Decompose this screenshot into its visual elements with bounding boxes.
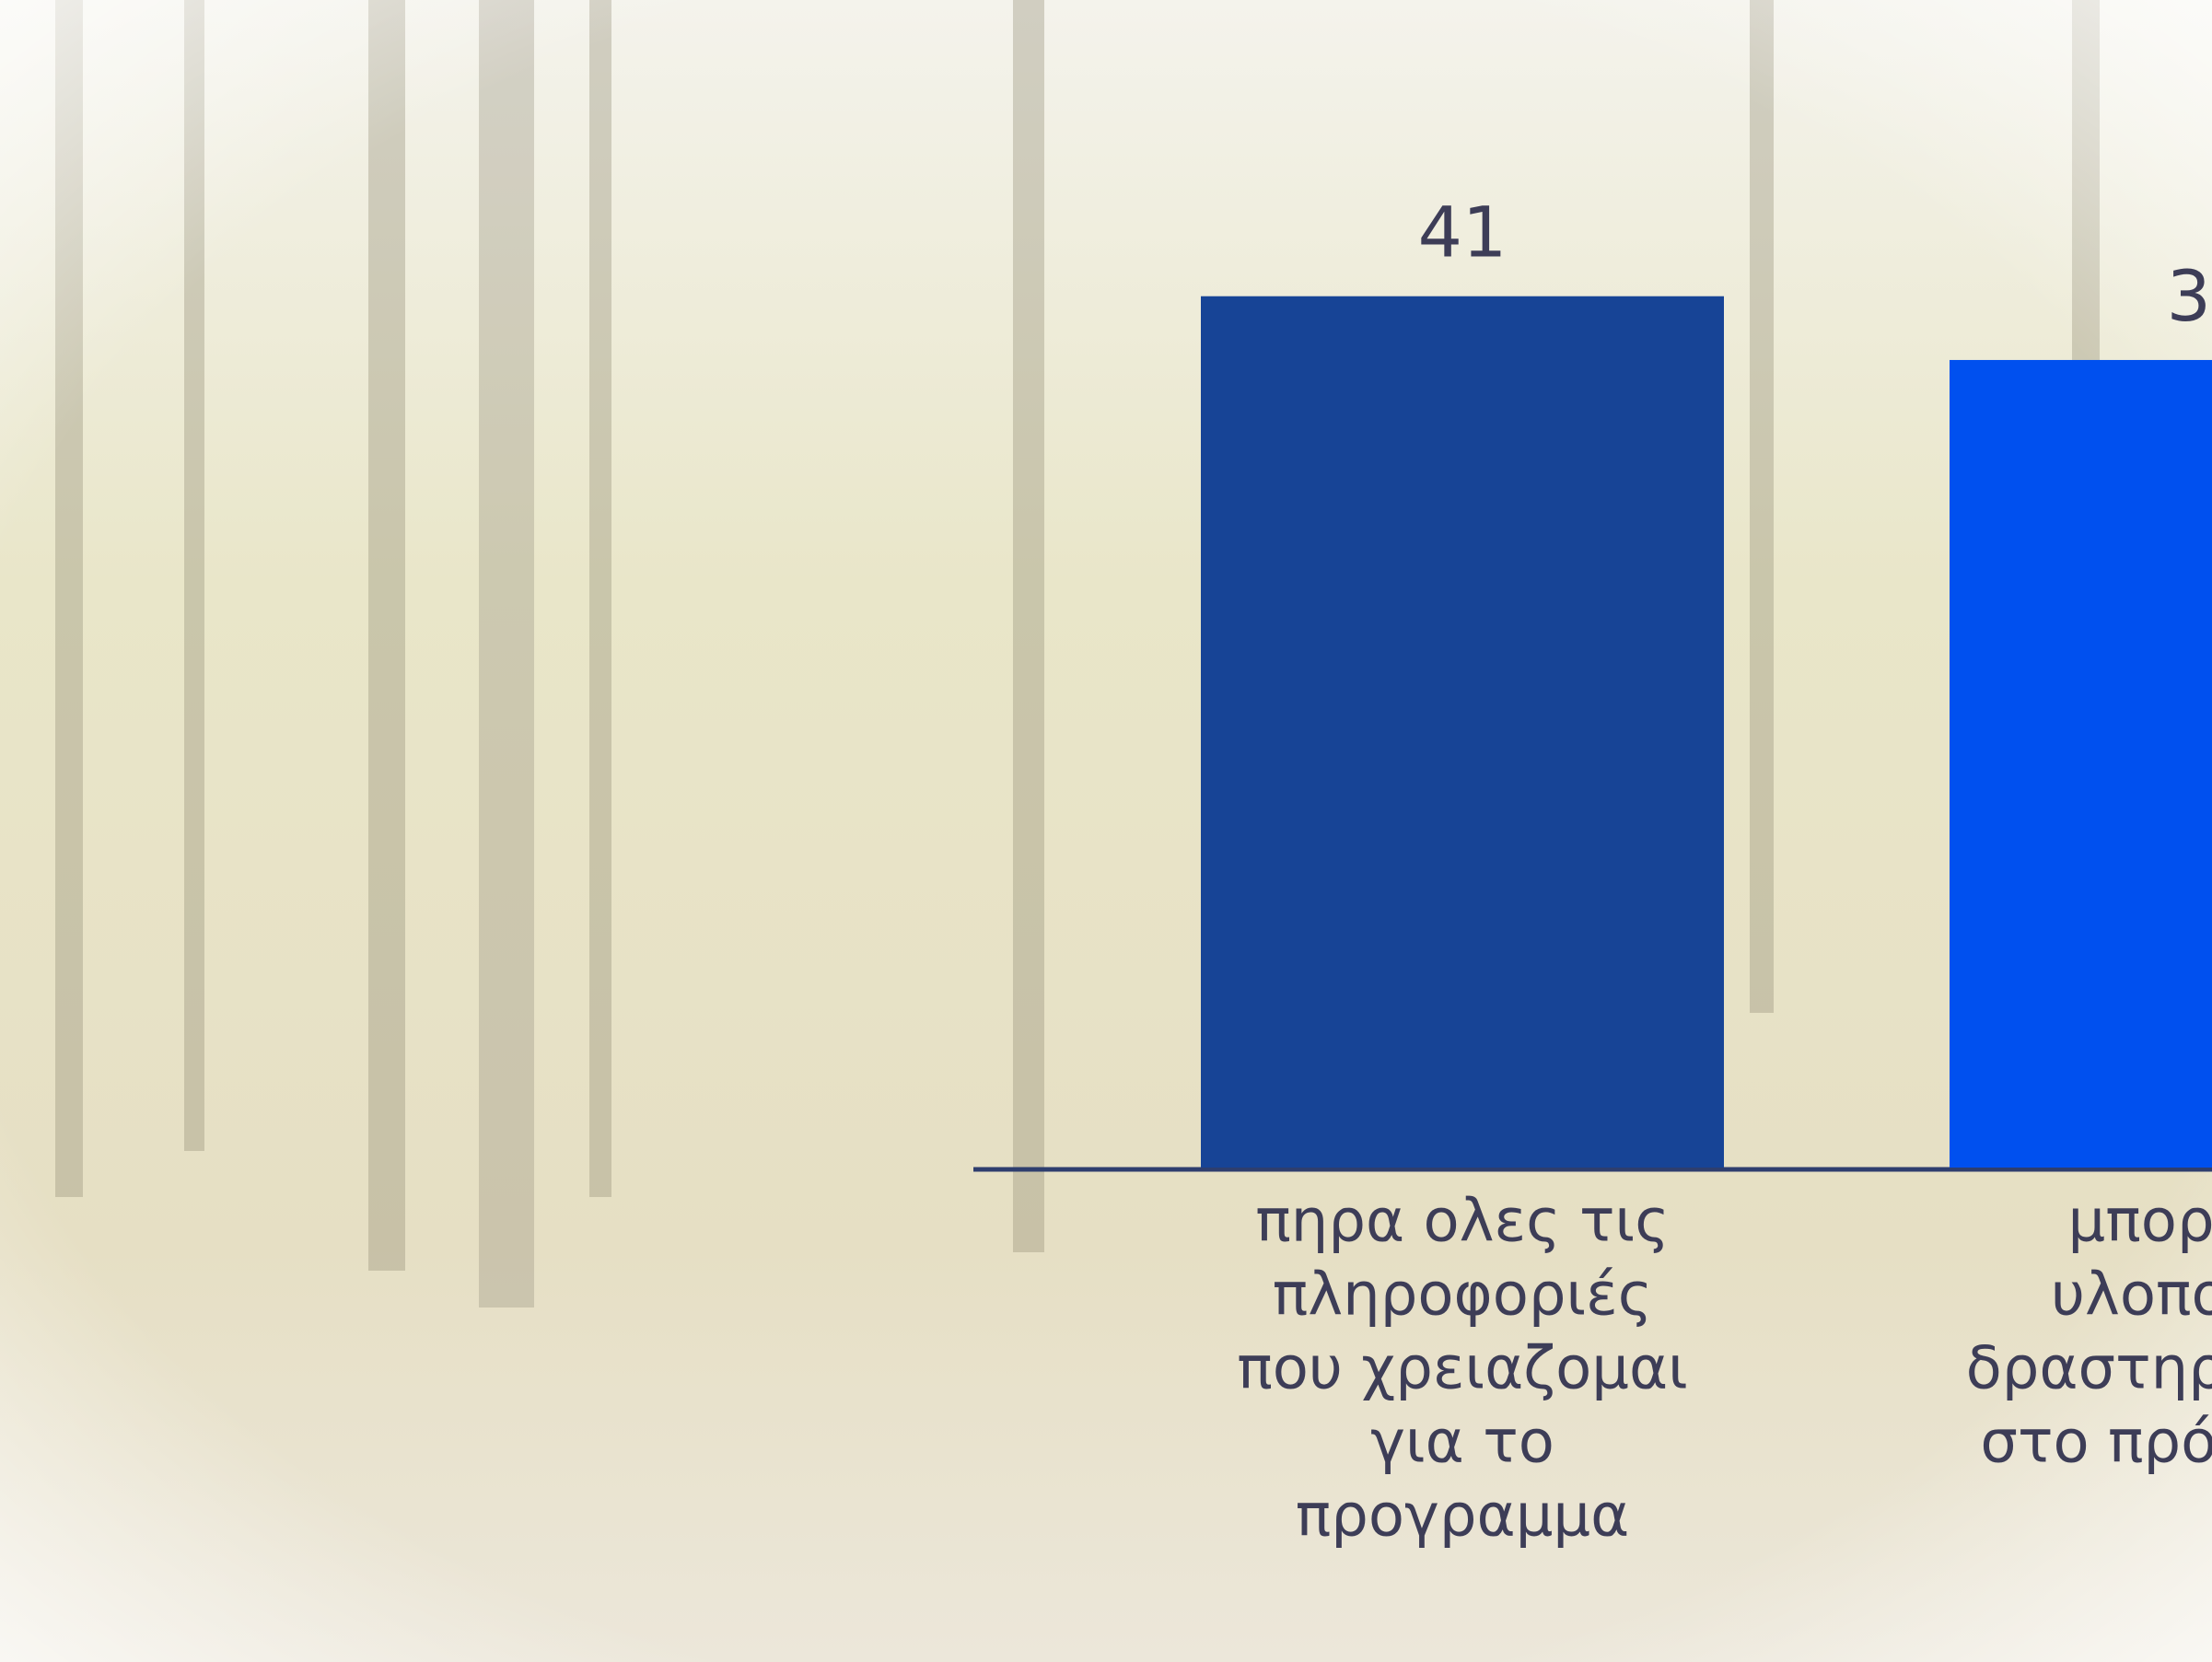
x-tick-label: πληροφοριές (1273, 1261, 1653, 1330)
x-tick-label: στο πρόγραμμα (1980, 1409, 2212, 1477)
x-tick-label: για το (1370, 1409, 1554, 1477)
x-tick-label: πηρα ολες τις (1255, 1188, 1670, 1256)
bar (1201, 296, 1724, 1168)
x-tick-label: δραστηριότητες (1966, 1335, 2212, 1403)
value-label: 38 (2167, 255, 2212, 337)
x-tick-label: που χρειαζομαι (1237, 1335, 1688, 1403)
bar (1950, 359, 2212, 1168)
x-tick-label: μπορώ να (2068, 1188, 2212, 1256)
x-tick-label: υλοποιήσω (2051, 1261, 2212, 1330)
x-tick-label: προγραμμα (1296, 1482, 1630, 1551)
value-label: 41 (1418, 192, 1508, 273)
